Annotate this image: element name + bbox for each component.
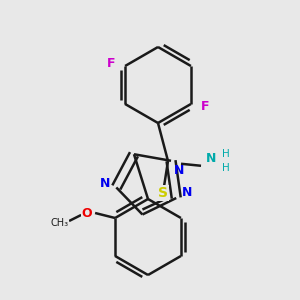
Text: O: O xyxy=(82,206,92,220)
Text: CH₃: CH₃ xyxy=(50,218,68,228)
Text: N: N xyxy=(174,164,184,177)
Text: S: S xyxy=(158,186,168,200)
Text: H: H xyxy=(222,163,230,173)
Text: H: H xyxy=(222,149,230,159)
Text: N: N xyxy=(206,152,216,165)
Text: F: F xyxy=(107,56,115,70)
Text: F: F xyxy=(201,100,209,112)
Text: N: N xyxy=(182,185,192,199)
Text: N: N xyxy=(100,177,110,190)
